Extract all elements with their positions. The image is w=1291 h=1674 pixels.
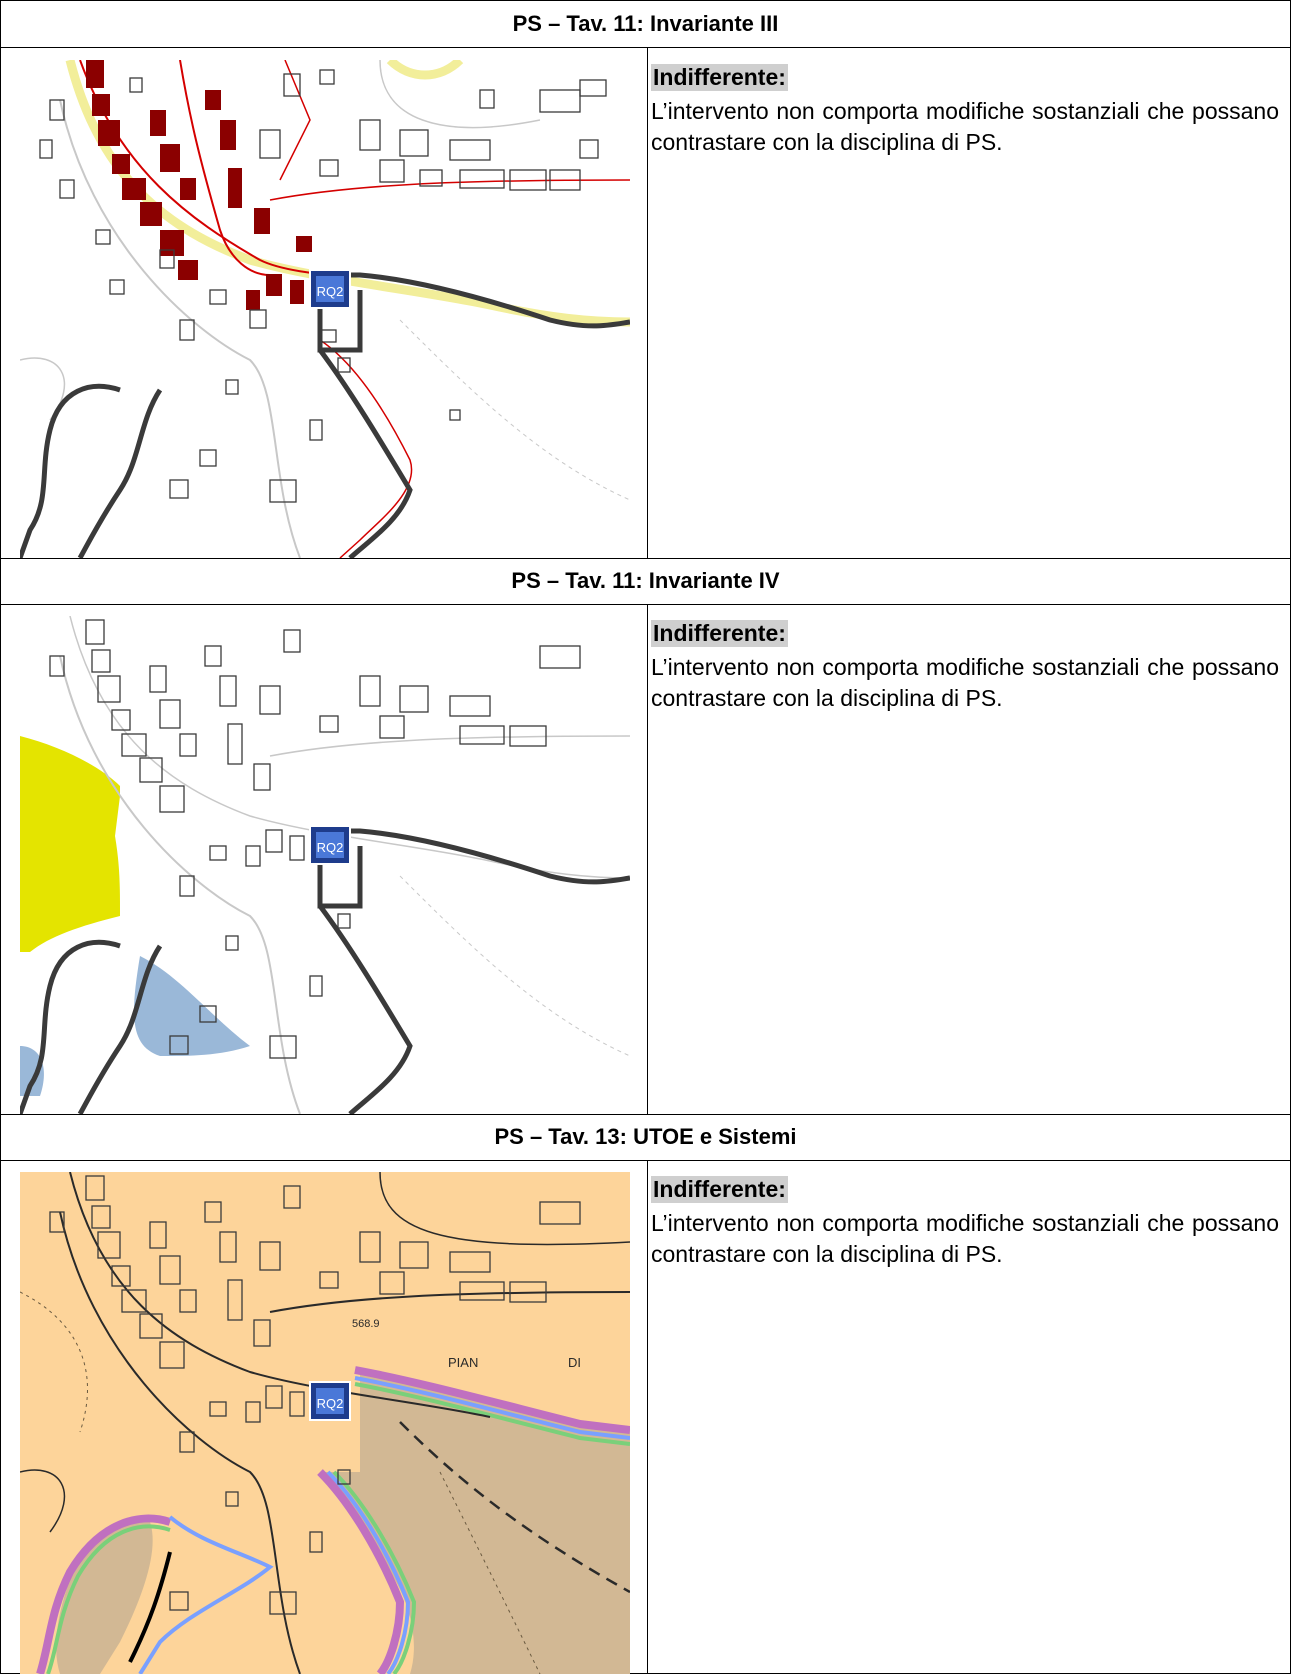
assessment-label: Indifferente: [651, 1176, 788, 1203]
assessment-text: L’intervento non comporta modifiche sost… [651, 98, 1279, 155]
row-separator [0, 47, 1291, 48]
map-place-label: DI [568, 1355, 581, 1370]
map-badge: RQ2 [317, 840, 344, 855]
column-separator [647, 604, 648, 1115]
row-separator [0, 1114, 1291, 1115]
column-separator [647, 47, 648, 559]
assessment-label: Indifferente: [651, 620, 788, 647]
assessment-label: Indifferente: [651, 64, 788, 91]
row-separator [0, 604, 1291, 605]
assessment-text: L’intervento non comporta modifiche sost… [651, 1210, 1279, 1267]
row-separator [0, 558, 1291, 559]
section-title: PS – Tav. 11: Invariante III [512, 11, 779, 36]
map-badge: RQ2 [317, 1396, 344, 1411]
map-invariante-iv: RQ2 [20, 616, 630, 1114]
map-elevation-label: 568.9 [352, 1318, 380, 1330]
map-invariante-iii: RQ2 [20, 60, 630, 558]
assessment-text: L’intervento non comporta modifiche sost… [651, 654, 1279, 711]
map-utoe-sistemi: 568.9 PIAN DI RQ2 [20, 1172, 630, 1674]
section-title: PS – Tav. 11: Invariante IV [511, 568, 780, 593]
map-badge: RQ2 [317, 284, 344, 299]
map-place-label: PIAN [448, 1355, 478, 1370]
column-separator [647, 1160, 648, 1674]
section-title: PS – Tav. 13: UTOE e Sistemi [494, 1124, 797, 1149]
row-separator [0, 1160, 1291, 1161]
